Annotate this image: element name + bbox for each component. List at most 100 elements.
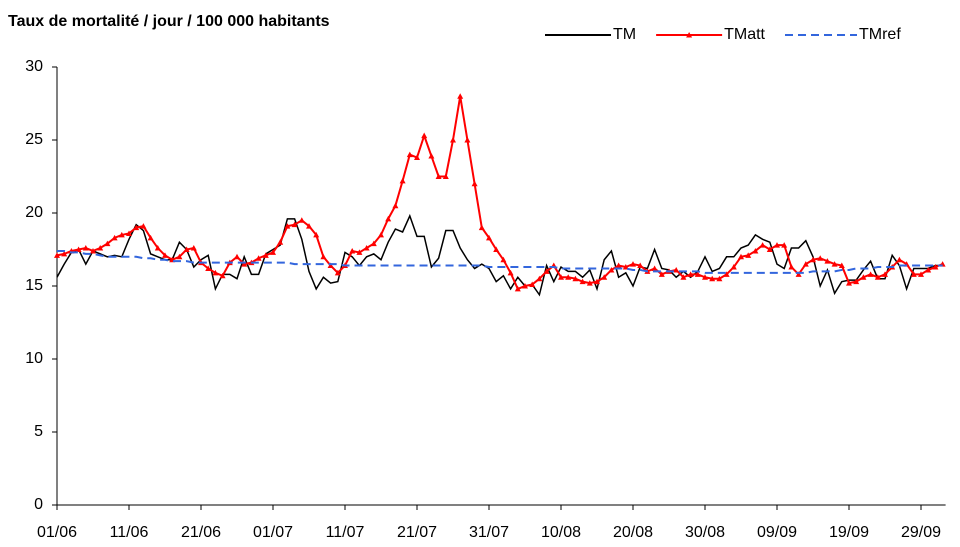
series-marker	[370, 240, 377, 247]
series-marker	[730, 264, 737, 270]
series-marker	[860, 274, 867, 280]
series-marker	[190, 245, 197, 251]
series-marker	[673, 266, 680, 273]
series-marker	[925, 266, 932, 273]
series-marker	[176, 253, 183, 260]
series-marker	[622, 264, 629, 270]
series-marker	[882, 271, 888, 277]
series-marker	[406, 151, 413, 158]
series-marker	[478, 224, 485, 231]
y-tick-label: 15	[25, 277, 43, 294]
y-tick-label: 5	[34, 423, 43, 440]
series-marker	[579, 278, 586, 285]
series-marker	[356, 249, 363, 255]
series-marker	[111, 234, 118, 241]
series-marker	[651, 265, 658, 271]
series-marker	[918, 271, 924, 277]
x-tick-label: 21/06	[181, 524, 221, 541]
series-marker	[507, 269, 514, 276]
series-marker	[298, 217, 305, 223]
series-marker	[291, 221, 298, 228]
series-marker	[874, 274, 881, 280]
legend-label: TMatt	[724, 26, 765, 43]
series-marker	[702, 274, 708, 280]
series-marker	[709, 275, 716, 282]
series-marker	[126, 230, 132, 236]
series-marker	[500, 256, 507, 263]
series-marker	[54, 252, 60, 258]
series-marker	[471, 180, 478, 187]
series-marker	[759, 242, 766, 248]
series-marker	[838, 262, 845, 269]
y-tick-label: 10	[25, 350, 43, 367]
series-marker	[421, 132, 428, 139]
series-marker	[428, 153, 435, 159]
series-marker	[846, 280, 852, 286]
series-marker	[594, 278, 600, 285]
series-marker	[219, 272, 226, 279]
series-marker	[154, 245, 161, 251]
series-marker	[349, 247, 356, 254]
series-marker	[255, 255, 262, 261]
series-marker	[831, 261, 838, 267]
legend-label: TM	[613, 26, 636, 43]
series-marker	[162, 252, 168, 258]
series-marker	[558, 274, 564, 280]
series-marker	[320, 253, 327, 260]
x-tick-label: 30/08	[685, 524, 725, 541]
series-marker	[270, 249, 276, 255]
series-marker	[284, 223, 291, 229]
series-marker	[414, 154, 420, 161]
series-marker	[824, 258, 831, 264]
series-marker	[658, 271, 665, 277]
series-marker	[378, 231, 384, 238]
y-tick-label: 20	[25, 204, 43, 221]
series-marker	[118, 231, 125, 238]
x-tick-label: 11/06	[110, 524, 149, 541]
x-tick-label: 01/07	[253, 524, 293, 541]
chart-title: Taux de mortalité / jour / 100 000 habit…	[8, 13, 330, 30]
series-marker	[608, 266, 615, 273]
series-marker	[147, 234, 154, 241]
series-marker	[810, 256, 816, 263]
series-marker	[205, 265, 212, 271]
series-marker	[687, 271, 694, 277]
series-marker	[90, 247, 96, 254]
x-tick-label: 11/07	[326, 524, 365, 541]
series-marker	[795, 271, 802, 277]
series-marker	[262, 252, 269, 258]
series-marker	[752, 247, 759, 254]
series-marker	[630, 261, 636, 267]
series-marker	[435, 173, 442, 179]
y-tick-label: 30	[25, 58, 43, 75]
series-marker	[385, 215, 392, 222]
series-marker	[104, 240, 111, 247]
x-tick-label: 09/09	[757, 524, 797, 541]
series-marker	[601, 274, 608, 280]
series-marker	[910, 271, 917, 277]
series-line	[57, 249, 943, 274]
series-marker	[457, 93, 464, 99]
series-marker	[183, 246, 190, 252]
series-marker	[529, 281, 536, 288]
x-tick-label: 10/08	[541, 524, 581, 541]
series-marker	[75, 246, 82, 252]
series-marker	[774, 242, 780, 248]
series-marker	[493, 246, 500, 252]
series-marker	[363, 245, 370, 251]
x-tick-label: 21/07	[397, 524, 437, 541]
y-tick-label: 0	[34, 496, 43, 513]
series-marker	[277, 239, 284, 245]
series-marker	[97, 245, 104, 251]
series-marker	[716, 275, 723, 282]
series-marker	[392, 202, 399, 209]
series-marker	[932, 264, 939, 270]
series-marker	[817, 255, 824, 261]
series-marker	[536, 275, 543, 282]
series-marker	[745, 252, 752, 258]
series-marker	[234, 253, 240, 260]
series-marker	[788, 264, 795, 270]
series-marker	[694, 271, 701, 277]
